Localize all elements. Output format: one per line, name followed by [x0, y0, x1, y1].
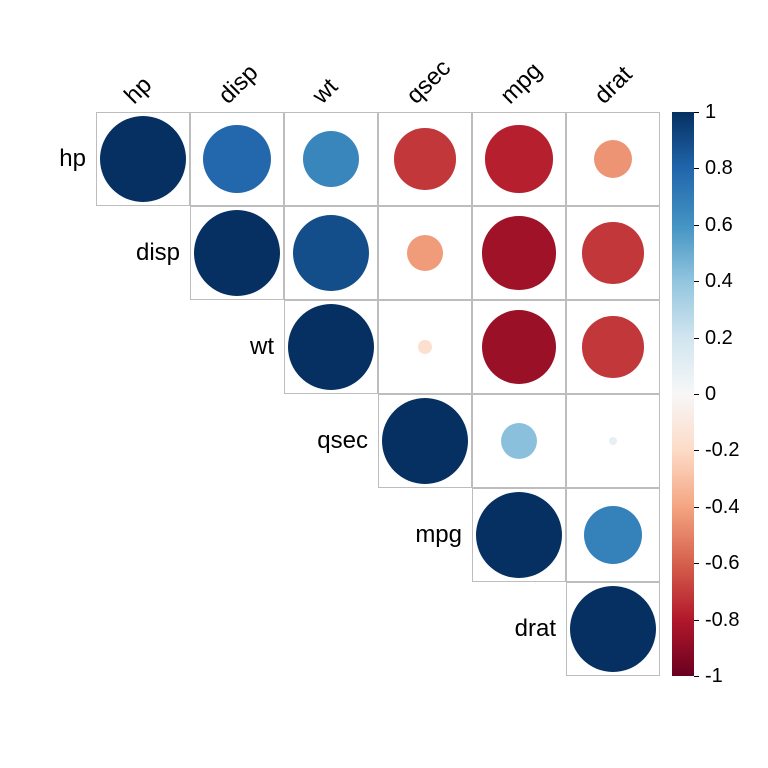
- colorbar-tick-label: -0.4: [705, 496, 739, 519]
- colorbar-tick: [694, 563, 699, 564]
- corr-circle: [485, 125, 552, 192]
- column-label: mpg: [495, 57, 548, 110]
- colorbar-tick: [694, 225, 699, 226]
- colorbar-tick: [694, 394, 699, 395]
- row-label: qsec: [248, 427, 368, 455]
- colorbar-tick: [694, 281, 699, 282]
- colorbar-tick: [694, 507, 699, 508]
- colorbar-tick-label: 0: [705, 383, 716, 406]
- colorbar-tick-label: 0.6: [705, 214, 733, 237]
- colorbar-tick: [694, 338, 699, 339]
- column-label: hp: [119, 71, 158, 110]
- colorbar-tick-label: 0.2: [705, 327, 733, 350]
- corr-circle: [382, 398, 468, 484]
- corr-circle: [582, 316, 643, 377]
- corr-circle: [394, 128, 455, 189]
- corr-circle: [482, 216, 555, 289]
- column-label: qsec: [401, 54, 457, 110]
- colorbar-tick: [694, 676, 699, 677]
- colorbar-tick-label: -1: [705, 665, 723, 688]
- colorbar-tick-label: 1: [705, 101, 716, 124]
- correlation-plot: hpdispwtqsecmpgdrathpdispwtqsecmpgdrat10…: [0, 0, 768, 768]
- corr-circle: [609, 437, 617, 445]
- column-label: wt: [307, 73, 344, 110]
- corr-circle: [582, 222, 643, 283]
- colorbar-tick: [694, 620, 699, 621]
- corr-circle: [293, 215, 370, 292]
- row-label: disp: [60, 239, 180, 267]
- colorbar-tick: [694, 450, 699, 451]
- row-label: drat: [436, 615, 556, 643]
- corr-circle: [570, 586, 656, 672]
- colorbar-tick-label: 0.4: [705, 270, 733, 293]
- colorbar-tick-label: -0.6: [705, 552, 739, 575]
- corr-circle: [501, 423, 537, 459]
- colorbar: [672, 112, 694, 676]
- row-label: wt: [154, 333, 274, 361]
- colorbar-tick-label: 0.8: [705, 157, 733, 180]
- row-label: hp: [0, 145, 86, 173]
- corr-circle: [482, 310, 557, 385]
- corr-circle: [584, 506, 642, 564]
- corr-circle: [194, 210, 280, 296]
- row-label: mpg: [342, 521, 462, 549]
- colorbar-tick-label: -0.2: [705, 439, 739, 462]
- column-label: drat: [589, 61, 638, 110]
- corr-circle: [203, 125, 271, 193]
- colorbar-tick: [694, 168, 699, 169]
- column-label: disp: [213, 59, 264, 110]
- corr-circle: [476, 492, 562, 578]
- colorbar-tick-label: -0.8: [705, 609, 739, 632]
- corr-circle: [100, 116, 186, 202]
- corr-circle: [288, 304, 374, 390]
- colorbar-tick: [694, 112, 699, 113]
